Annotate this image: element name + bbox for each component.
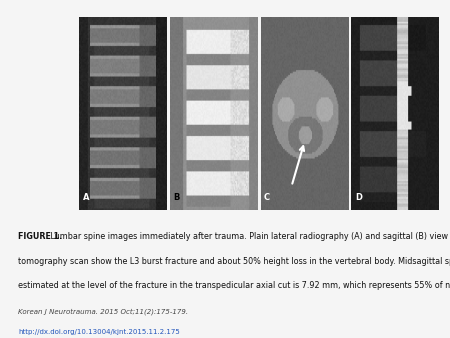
Text: Korean J Neurotrauma. 2015 Oct;11(2):175-179.: Korean J Neurotrauma. 2015 Oct;11(2):175… (18, 308, 188, 315)
Text: http://dx.doi.org/10.13004/kjnt.2015.11.2.175: http://dx.doi.org/10.13004/kjnt.2015.11.… (18, 329, 180, 335)
Text: D: D (355, 193, 362, 202)
Text: Lumbar spine images immediately after trauma. Plain lateral radiography (A) and : Lumbar spine images immediately after tr… (48, 232, 450, 241)
Text: B: B (173, 193, 180, 202)
Text: tomography scan show the L3 burst fracture and about 50% height loss in the vert: tomography scan show the L3 burst fractu… (18, 257, 450, 266)
Text: FIGURE 1.: FIGURE 1. (18, 232, 62, 241)
Text: C: C (264, 193, 270, 202)
Text: estimated at the level of the fracture in the transpedicular axial cut is 7.92 m: estimated at the level of the fracture i… (18, 281, 450, 290)
Text: A: A (82, 193, 89, 202)
